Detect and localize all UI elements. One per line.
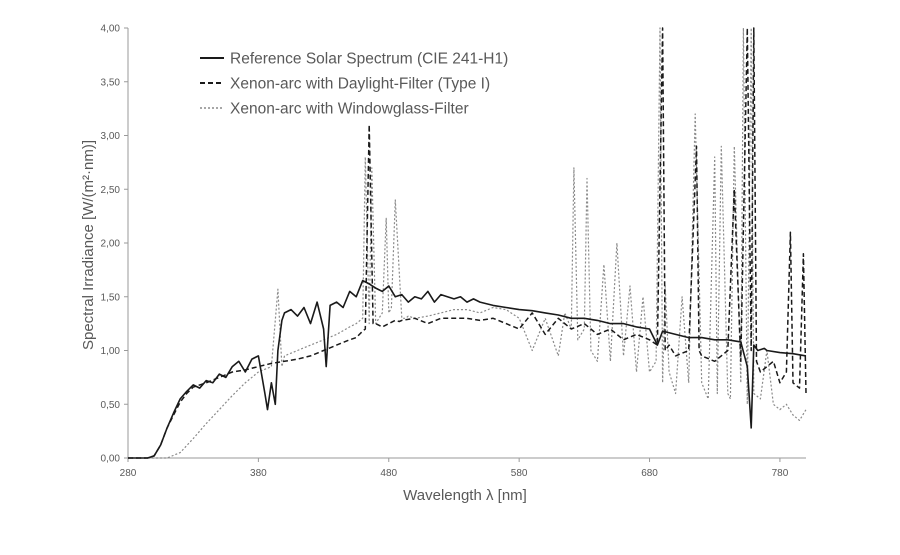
y-tick-label: 1,50 [101,292,121,303]
x-axis-label: Wavelength λ [nm] [403,487,527,504]
x-tick-label: 780 [772,468,789,479]
y-tick-label: 3,00 [101,131,121,142]
x-tick-label: 480 [380,468,397,479]
y-tick-label: 4,00 [101,24,121,35]
legend-label-2: Xenon-arc with Daylight-Filter (Type I) [230,76,490,93]
x-tick-label: 680 [641,468,658,479]
legend-label-3: Xenon-arc with Windowglass-Filter [230,101,469,118]
axes-layer: 0,00 0,50 1,00 1,50 2,00 2,50 3,00 3,50 4,00 280 3… [101,24,806,479]
y-axis-label: Spectral Irradiance [W/(m²·nm)] [80,140,97,350]
y-tick-label: 0,00 [101,454,121,465]
series-line-3 [128,27,807,459]
series-layer [128,27,807,459]
legend: Reference Solar Spectrum (CIE 241-H1) Xen… [200,51,508,118]
y-tick-label: 1,00 [101,346,121,357]
y-tick-label: 2,00 [101,239,121,250]
y-tick-label: 2,50 [101,185,121,196]
y-tick-label: 0,50 [101,400,121,411]
series-line-2 [128,27,807,459]
y-tick-label: 3,50 [101,77,121,88]
series-line-1 [128,279,807,459]
x-tick-label: 380 [250,468,267,479]
x-tick-label: 280 [120,468,137,479]
legend-label-1: Reference Solar Spectrum (CIE 241-H1) [230,51,508,68]
x-tick-label: 580 [511,468,528,479]
